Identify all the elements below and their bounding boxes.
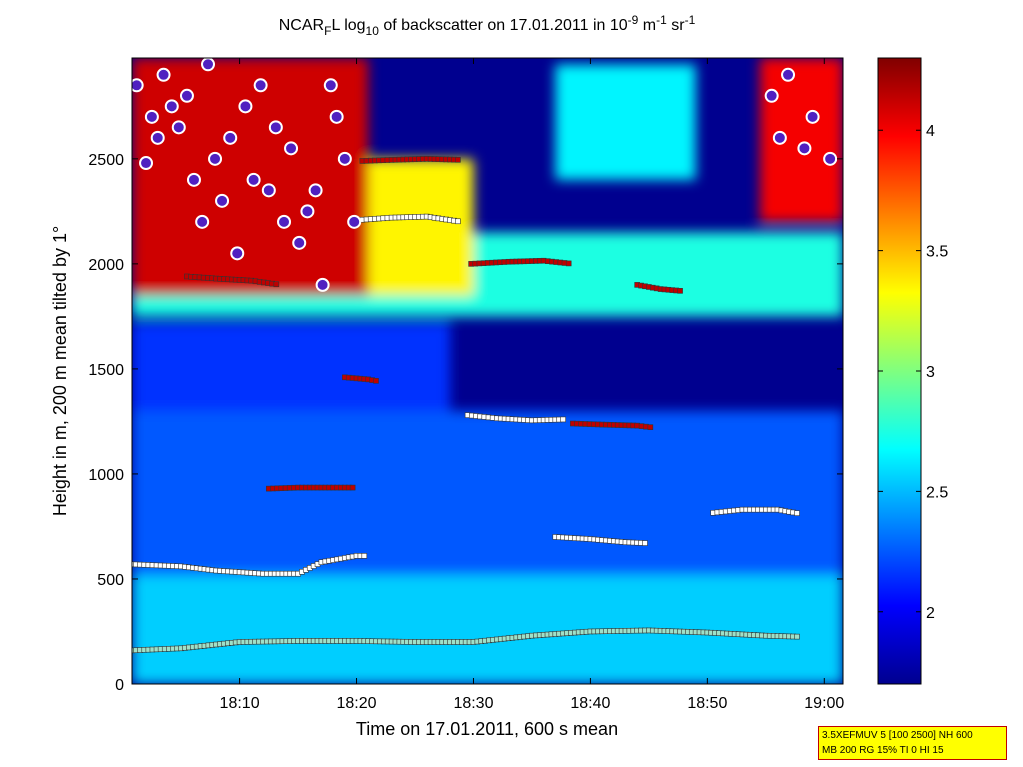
marker-point (794, 510, 800, 516)
circle-marker (171, 120, 186, 135)
colorbar-tick-label: 4 (926, 123, 935, 140)
marker-point (373, 378, 379, 384)
y-tick-label: 1500 (88, 362, 124, 379)
circle-marker (300, 204, 315, 219)
x-axis-label: Time on 17.01.2011, 600 s mean (356, 719, 618, 739)
x-tick-label: 19:00 (804, 695, 844, 712)
circle-marker (308, 183, 323, 198)
y-tick-label: 2000 (88, 257, 124, 274)
plot-area (132, 58, 843, 684)
circle-marker (144, 109, 159, 124)
y-tick-label: 1000 (88, 467, 124, 484)
y-tick-label: 0 (115, 677, 124, 694)
circle-marker (277, 214, 292, 229)
circle-marker (323, 78, 338, 93)
circle-marker (201, 58, 216, 72)
field-layer-1 (132, 410, 843, 575)
y-axis-label: Height in m, 200 m mean tilted by 1° (50, 226, 70, 516)
x-axis: 18:10 18:20 18:30 18:40 18:50 19:00 (220, 58, 844, 712)
marker-point (794, 633, 800, 640)
field-layer-7 (555, 64, 696, 180)
x-tick-label: 18:20 (337, 695, 377, 712)
marker-point (565, 260, 572, 267)
circle-marker (223, 130, 238, 145)
circle-marker (230, 246, 245, 261)
circle-marker (132, 78, 144, 93)
circle-marker (179, 88, 194, 103)
field-layer-6 (759, 58, 843, 222)
field-layer-0 (132, 574, 843, 684)
circle-marker (261, 183, 276, 198)
circle-markers (132, 58, 838, 292)
circle-marker (805, 109, 820, 124)
colorbar (877, 57, 922, 685)
field-layer-4 (365, 158, 474, 296)
circle-marker (764, 88, 779, 103)
circle-marker (347, 214, 362, 229)
y-axis: 0 500 1000 1500 2000 2500 (88, 152, 843, 694)
circle-marker (781, 67, 796, 82)
x-tick-label: 18:10 (220, 695, 260, 712)
marker-point (349, 484, 356, 491)
chart-title: NCARFL log10 of backscatter on 17.01.201… (279, 13, 696, 38)
circle-marker (253, 78, 268, 93)
circle-marker (329, 109, 344, 124)
infobox-line-1: 3.5XEFMUV 5 [100 2500] NH 600 (822, 730, 973, 741)
circle-marker (238, 99, 253, 114)
plot-frame (131, 57, 844, 685)
backscatter-field (132, 58, 843, 684)
retrieved-layer-markers (132, 156, 800, 654)
colorbar-axis: 2 2.5 3 3.5 4 (878, 123, 948, 622)
colorbar-tick-label: 3 (926, 364, 935, 381)
circle-marker (292, 235, 307, 250)
circle-marker (156, 67, 171, 82)
retrieval-parameters-box: 3.5XEFMUV 5 [100 2500] NH 600 MB 200 RG … (818, 726, 1007, 760)
y-tick-label: 500 (97, 572, 124, 589)
marker-point (560, 416, 566, 423)
marker-point (455, 218, 461, 225)
circle-marker (215, 193, 230, 208)
marker-point (361, 553, 368, 559)
circle-marker (315, 277, 330, 292)
circle-marker (772, 130, 787, 145)
circle-marker (208, 151, 223, 166)
x-tick-label: 18:30 (453, 695, 493, 712)
circle-marker (186, 172, 201, 187)
infobox-line-2: MB 200 RG 15% TI 0 HI 15 (822, 745, 944, 756)
circle-marker (195, 214, 210, 229)
marker-point (455, 156, 461, 163)
circle-marker (268, 120, 283, 135)
circle-marker (823, 151, 838, 166)
marker-point (642, 540, 648, 546)
marker-point (273, 281, 280, 288)
circle-marker (797, 141, 812, 156)
circle-marker (337, 151, 352, 166)
x-tick-label: 18:50 (687, 695, 727, 712)
marker-point (677, 288, 683, 294)
colorbar-tick-label: 2 (926, 605, 935, 622)
field-layer-2 (132, 322, 451, 411)
circle-marker (246, 172, 261, 187)
circle-marker (139, 156, 154, 171)
y-tick-label: 2500 (88, 152, 124, 169)
colorbar-tick-label: 2.5 (926, 484, 948, 501)
marker-point (647, 424, 654, 430)
circle-marker (150, 130, 165, 145)
circle-marker (164, 99, 179, 114)
circle-marker (284, 141, 299, 156)
colorbar-tick-label: 3.5 (926, 244, 948, 261)
x-tick-label: 18:40 (570, 695, 610, 712)
